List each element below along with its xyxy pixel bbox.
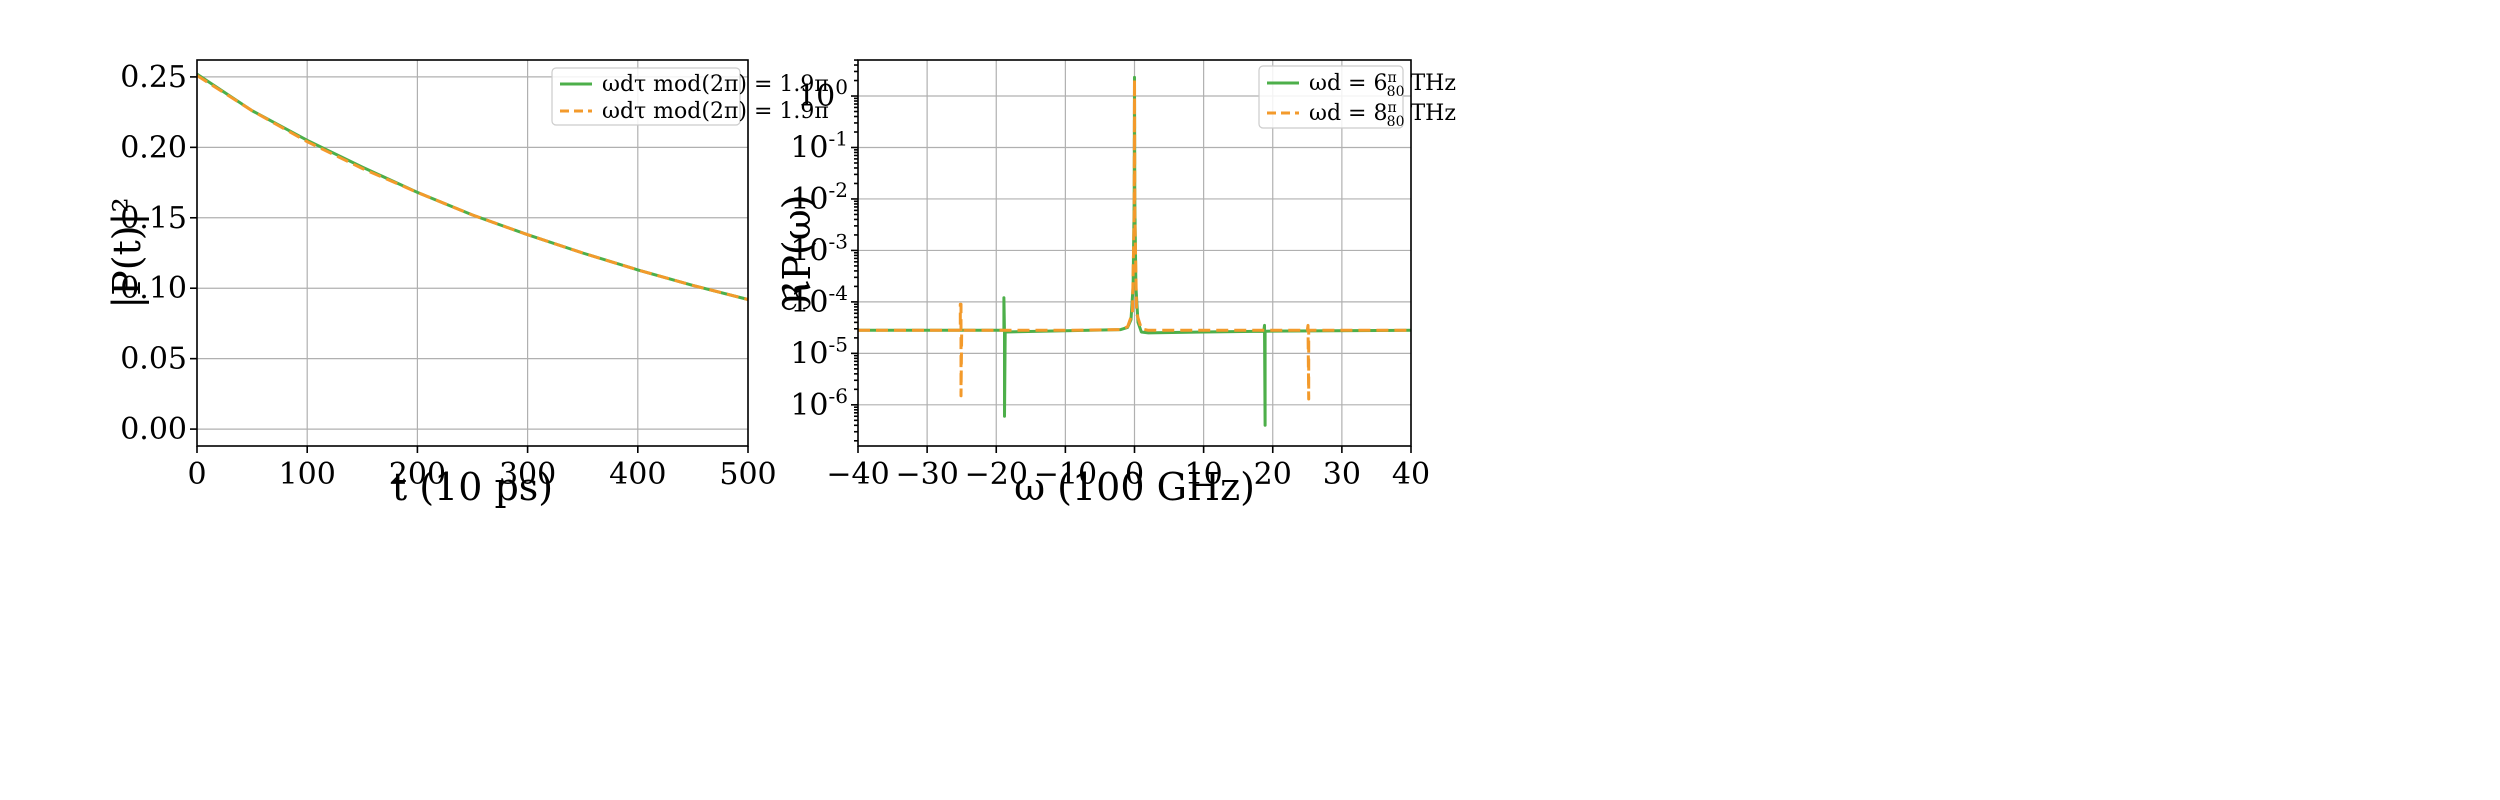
left-y-tick-label: 0.10 [120,271,187,306]
left-series-group [196,72,749,301]
left-x-tick-label: 300 [499,457,556,492]
right-y-axis-label: ℜP(ω) [775,194,819,311]
right-x-tick-label: −20 [965,457,1028,492]
left-series-line-2 [196,74,749,301]
left-plot-frame [196,59,749,447]
right-y-tick-label: 10-2 [790,178,848,217]
right-legend-label: ωd = 8π 80 THz [1309,100,1456,130]
right-x-tick-label: −30 [895,457,958,492]
left-x-tick-label: 200 [389,457,446,492]
right-x-tick-label: 10 [1185,457,1223,492]
right-x-tick-label: 40 [1392,457,1430,492]
right-legend-label: ωd = 6π 80 THz [1309,70,1456,100]
right-x-tick-label: 0 [1125,457,1144,492]
left-x-axis-label: t (10 ps) [392,465,553,509]
right-y-tick-label: 10-4 [790,281,848,320]
left-y-tick-label: 0.00 [120,412,187,447]
left-y-axis-label: |P(t)|² [105,197,149,308]
right-x-tick-label: −10 [1034,457,1097,492]
left-legend-label: ωdτ mod(2π) = 1.9π [602,72,829,97]
left-y-tick-label: 0.05 [120,342,187,377]
right-y-tick-label: 10-1 [790,126,848,165]
right-y-tick-label: 10-6 [790,384,848,423]
right-y-tick-label: 10-3 [790,229,848,268]
left-chart-panel: 0 100 200 300 400 500 0.00 0.05 0.10 0.15 0.20 0.25… [105,59,829,509]
left-x-tick-label: 0 [187,457,206,492]
left-y-tick-label: 0.15 [120,201,187,236]
right-series-line-2 [858,77,1411,401]
right-x-tick-label: 20 [1254,457,1292,492]
right-ticks: −40 −30 −20 −10 0 10 20 30 40 100 10-1 10-2 10-3 10-4… [790,59,1430,492]
left-x-tick-label: 500 [719,457,776,492]
left-legend-label: ωdτ mod(2π) = 1.9π [602,99,829,124]
right-x-axis-label: ω (100 GHz) [1014,465,1255,509]
left-ticks: 0 100 200 300 400 500 0.00 0.05 0.10 0.15 0.20 0.25 [120,60,776,492]
right-y-tick-label: 10-5 [790,332,848,371]
right-chart-panel: −40 −30 −20 −10 0 10 20 30 40 100 10-1 10-2 10-3 10-4… [775,59,1456,509]
left-y-tick-label: 0.25 [120,60,187,95]
right-x-tick-label: −40 [826,457,889,492]
left-y-tick-label: 0.20 [120,130,187,165]
left-x-tick-label: 400 [609,457,666,492]
right-x-tick-label: 30 [1323,457,1361,492]
right-y-tick-label: 100 [797,75,848,114]
right-series-group [858,75,1412,427]
left-legend-box [551,67,741,126]
left-x-tick-label: 100 [279,457,336,492]
